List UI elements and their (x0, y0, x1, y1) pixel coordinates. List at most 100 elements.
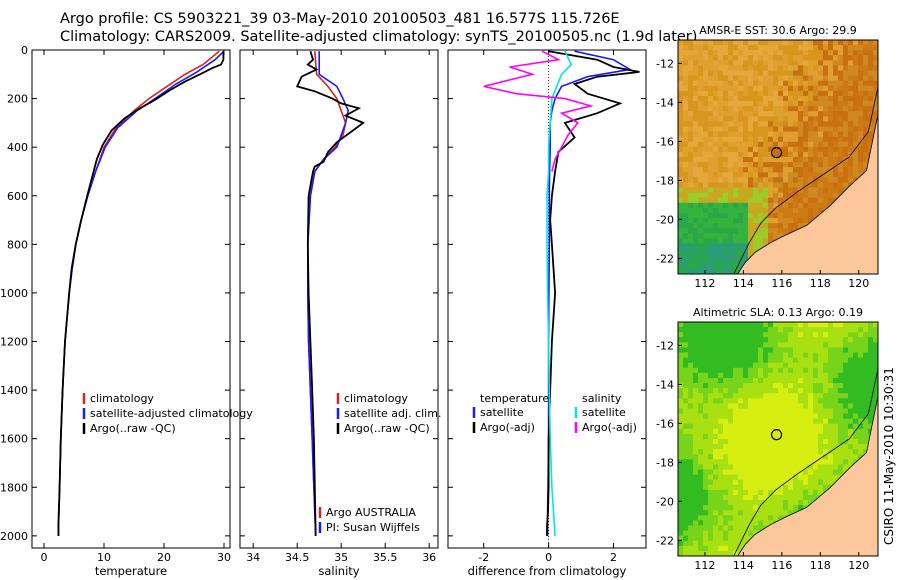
map-cell (718, 545, 724, 552)
map-cell (678, 530, 684, 537)
map-cell (753, 327, 759, 333)
map-cell (693, 525, 699, 532)
map-cell (698, 322, 704, 328)
map-cell (798, 151, 804, 158)
map-cell (743, 494, 749, 501)
map-cell (743, 484, 749, 491)
map-cell (753, 223, 759, 229)
map-cell (713, 90, 719, 97)
map-cell (848, 50, 854, 56)
map-cell (808, 218, 814, 224)
map-cell (823, 162, 829, 168)
map-cell (708, 167, 714, 173)
map-cell (708, 116, 714, 122)
map-cell (683, 525, 689, 532)
map-cell (698, 484, 704, 491)
map-cell (763, 60, 769, 67)
map-cell (743, 418, 749, 425)
map-cell (808, 136, 814, 143)
map-cell (803, 484, 809, 491)
map-cell (788, 141, 794, 148)
map-cell (703, 136, 709, 143)
map-cell (773, 146, 779, 153)
map-cell (698, 459, 704, 466)
map-cell (808, 383, 814, 389)
map-cell (733, 342, 739, 349)
map-cell (833, 469, 839, 476)
map-cell (793, 423, 799, 430)
map-cell (818, 131, 824, 138)
map-cell (803, 337, 809, 343)
map-cell (728, 253, 734, 260)
map-cell (783, 439, 789, 445)
map-cell (723, 45, 729, 51)
map-cell (693, 116, 699, 122)
map-cell (718, 233, 724, 239)
map-cell (793, 505, 799, 511)
map-cell (828, 454, 834, 460)
map-cell (728, 377, 734, 384)
map-cell (708, 233, 714, 239)
map-cell (823, 121, 829, 128)
map-cell (828, 469, 834, 476)
map-cell (703, 398, 709, 404)
map-cell (683, 352, 689, 359)
map-cell (718, 444, 724, 450)
map-cell (818, 192, 824, 199)
map-cell (763, 106, 769, 112)
map-cell (748, 157, 754, 163)
map-cell (723, 423, 729, 430)
map-cell (778, 362, 784, 369)
map-cell (868, 40, 874, 46)
map-cell (733, 352, 739, 359)
map-cell (763, 202, 769, 209)
map-cell (743, 388, 749, 394)
map-cell (753, 418, 759, 425)
map-cell (868, 388, 874, 394)
map-cell (818, 121, 824, 128)
map-cell (803, 494, 809, 501)
map-cell (688, 60, 694, 67)
map-cell (843, 459, 849, 466)
map-cell (828, 479, 834, 486)
map-cell (728, 80, 734, 87)
map-cell (758, 479, 764, 486)
map-cell (688, 253, 694, 260)
map-cell (723, 90, 729, 97)
map-cell (773, 444, 779, 450)
map-cell (793, 428, 799, 435)
map-cell (763, 172, 769, 178)
map-cell (788, 106, 794, 112)
map-cell (813, 418, 819, 425)
map-cell (793, 362, 799, 369)
map-cell (808, 182, 814, 189)
map-cell (738, 167, 744, 173)
map-cell (713, 408, 719, 415)
map-cell (733, 238, 739, 245)
map-cell (778, 352, 784, 359)
map-cell (723, 167, 729, 173)
map-cell (793, 40, 799, 46)
map-cell (738, 218, 744, 224)
map-cell (708, 433, 714, 440)
map-cell (713, 418, 719, 425)
map-cell (813, 367, 819, 374)
map-cell (718, 464, 724, 471)
map-cell (838, 367, 844, 374)
map-cell (753, 151, 759, 158)
map-cell (863, 45, 869, 51)
map-cell (698, 520, 704, 527)
series-line (546, 50, 573, 536)
map-cell (733, 469, 739, 476)
map-cell (688, 101, 694, 107)
map-cell (693, 413, 699, 420)
map-cell (758, 151, 764, 158)
map-cell (693, 332, 699, 338)
map-cell (748, 484, 754, 491)
map-cell (743, 172, 749, 178)
map-cell (683, 428, 689, 435)
map-cell (798, 212, 804, 219)
map-cell (843, 45, 849, 51)
map-cell (873, 327, 878, 333)
map-cell (773, 141, 779, 148)
